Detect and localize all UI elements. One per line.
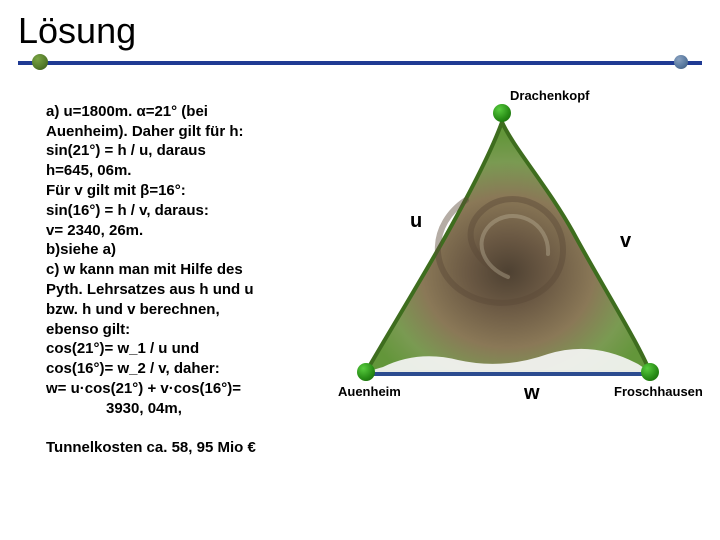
vertex-right-icon [641,363,659,381]
solution-text: a) u=1800m. α=21° (bei Auenheim). Daher … [18,82,328,458]
vertex-top-icon [493,104,511,122]
mountain-svg [338,92,678,422]
solution-body: a) u=1800m. α=21° (bei Auenheim). Daher … [46,103,254,397]
label-u: u [410,210,422,233]
label-left: Auenheim [338,384,401,399]
label-w: w [524,382,540,405]
slide-title: Lösung [18,10,702,52]
diagram: Drachenkopf Auenheim Froschhausen u v w [338,82,702,442]
mountain-shape-icon [366,122,650,372]
title-rule [18,58,702,68]
label-v: v [620,230,631,253]
solution-tail: Tunnelkosten ca. 58, 95 Mio € [46,439,256,456]
solution-result-line: 3930, 04m, [46,399,328,419]
vertex-left-icon [357,363,375,381]
rule-dot-left-icon [32,54,48,70]
rule-dot-right-icon [674,55,688,69]
label-top: Drachenkopf [510,88,589,103]
label-right: Froschhausen [614,384,703,399]
